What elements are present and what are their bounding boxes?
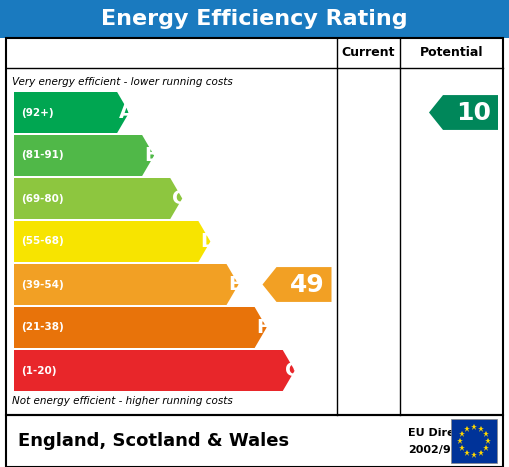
Text: Current: Current (342, 47, 395, 59)
Polygon shape (14, 350, 295, 391)
Bar (451, 419, 497, 463)
Text: B: B (144, 146, 159, 165)
Polygon shape (263, 267, 331, 302)
Text: Energy Efficiency Rating: Energy Efficiency Rating (101, 9, 408, 29)
Polygon shape (14, 178, 182, 219)
Text: (69-80): (69-80) (21, 193, 64, 204)
Text: (92+): (92+) (21, 107, 53, 118)
Text: EU Directive: EU Directive (408, 428, 485, 438)
Bar (6, 415, 503, 467)
Text: England, Scotland & Wales: England, Scotland & Wales (18, 432, 289, 450)
Polygon shape (14, 92, 129, 133)
Text: G: G (285, 361, 301, 380)
Bar (6, 38, 503, 415)
Text: Not energy efficient - higher running costs: Not energy efficient - higher running co… (12, 396, 233, 406)
Text: E: E (229, 275, 242, 294)
Polygon shape (14, 264, 239, 305)
Polygon shape (14, 307, 267, 348)
Text: (21-38): (21-38) (21, 323, 64, 333)
Text: Very energy efficient - lower running costs: Very energy efficient - lower running co… (12, 77, 233, 87)
Text: A: A (119, 103, 134, 122)
Polygon shape (14, 221, 210, 262)
Text: 2002/91/EC: 2002/91/EC (408, 446, 478, 455)
Text: (81-91): (81-91) (21, 150, 64, 161)
Text: (1-20): (1-20) (21, 366, 56, 375)
Text: C: C (172, 189, 187, 208)
Text: 49: 49 (290, 273, 324, 297)
Text: Potential: Potential (420, 47, 484, 59)
Bar (0, 0, 509, 38)
Polygon shape (429, 95, 498, 130)
Text: (55-68): (55-68) (21, 236, 64, 247)
Text: 10: 10 (456, 100, 491, 125)
Text: F: F (257, 318, 270, 337)
Text: D: D (201, 232, 216, 251)
Polygon shape (14, 135, 154, 176)
Text: (39-54): (39-54) (21, 280, 64, 290)
